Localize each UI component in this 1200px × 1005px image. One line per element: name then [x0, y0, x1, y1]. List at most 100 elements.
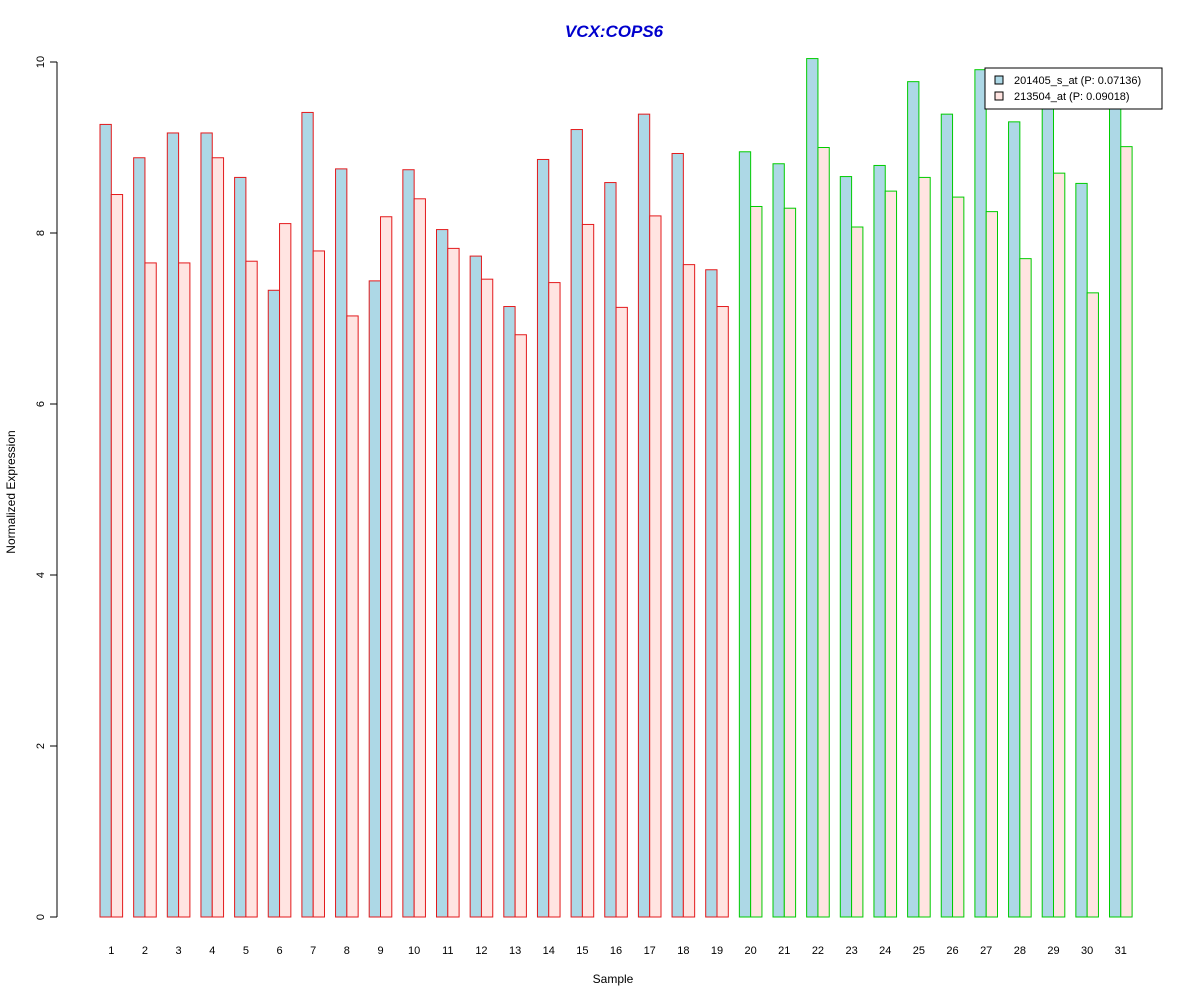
- bar-sample-8-series-2: [346, 315, 359, 918]
- legend-label-series-1: 201405_s_at (P: 0.07136): [1014, 75, 1141, 87]
- bar-sample-25-series-2: [918, 176, 931, 918]
- x-tick-label: 15: [576, 945, 588, 957]
- bar-sample-28-series-1: [1008, 121, 1021, 918]
- x-tick-label: 31: [1115, 945, 1127, 957]
- bar-sample-11-series-1: [436, 229, 449, 918]
- bar-sample-1-series-2: [110, 194, 124, 918]
- x-tick-label: 5: [243, 945, 249, 957]
- x-tick-label: 18: [677, 945, 689, 957]
- bar-sample-22-series-2: [817, 147, 830, 918]
- x-tick-label: 20: [745, 945, 757, 957]
- x-tick-label: 4: [209, 945, 215, 957]
- bar-sample-26-series-1: [940, 113, 954, 918]
- chart-title: VCX:COPS6: [565, 22, 664, 41]
- x-tick-label: 8: [344, 945, 350, 957]
- bar-sample-27-series-2: [985, 211, 999, 918]
- x-tick-label: 3: [176, 945, 182, 957]
- bar-sample-17-series-1: [637, 113, 651, 918]
- legend-box: [984, 67, 1163, 110]
- x-tick-label: 16: [610, 945, 622, 957]
- x-tick-label: 29: [1047, 945, 1059, 957]
- bar-sample-9-series-1: [368, 280, 382, 918]
- x-tick-label: 19: [711, 945, 723, 957]
- bar-sample-18-series-2: [682, 264, 696, 918]
- legend-label-series-2: 213504_at (P: 0.09018): [1014, 91, 1130, 103]
- x-tick-label: 6: [276, 945, 282, 957]
- bar-sample-11-series-2: [447, 247, 460, 918]
- bar-sample-27-series-1: [974, 69, 987, 918]
- x-tick-label: 1: [108, 945, 114, 957]
- x-tick-label: 28: [1014, 945, 1026, 957]
- y-axis-label: Normalized Expression: [4, 430, 18, 553]
- bar-sample-2-series-2: [144, 262, 157, 918]
- bar-sample-13-series-1: [503, 306, 516, 918]
- bar-sample-31-series-1: [1109, 93, 1122, 918]
- x-tick-label: 11: [442, 945, 453, 957]
- bar-sample-31-series-2: [1120, 146, 1133, 918]
- x-tick-label: 27: [980, 945, 992, 957]
- y-tick-label: 0: [35, 914, 47, 920]
- bar-sample-3-series-1: [166, 132, 180, 918]
- bar-sample-3-series-2: [178, 262, 191, 918]
- bar-sample-23-series-1: [839, 176, 853, 918]
- x-tick-label: 22: [812, 945, 824, 957]
- y-tick-label: 6: [35, 401, 47, 407]
- bar-sample-16-series-2: [615, 306, 628, 918]
- y-tick-label: 2: [35, 743, 47, 749]
- bar-sample-16-series-1: [604, 182, 617, 918]
- legend-swatch-series-2: [994, 91, 1004, 101]
- x-tick-label: 10: [408, 945, 420, 957]
- bar-sample-21-series-2: [783, 207, 797, 918]
- x-tick-label: 21: [778, 945, 790, 957]
- bar-sample-8-series-1: [335, 168, 348, 918]
- bar-sample-26-series-2: [952, 196, 965, 918]
- bar-sample-4-series-1: [200, 132, 213, 918]
- x-tick-label: 9: [377, 945, 383, 957]
- bar-sample-7-series-2: [312, 250, 326, 918]
- bar-sample-12-series-2: [480, 278, 494, 918]
- x-tick-label: 12: [475, 945, 487, 957]
- x-tick-label: 13: [509, 945, 521, 957]
- bar-sample-10-series-1: [402, 169, 415, 918]
- bar-sample-29-series-1: [1041, 97, 1054, 918]
- bar-sample-19-series-2: [716, 306, 729, 918]
- x-tick-label: 14: [543, 945, 555, 957]
- bar-sample-4-series-2: [211, 157, 225, 918]
- bar-sample-2-series-1: [133, 157, 146, 918]
- bar-sample-15-series-2: [581, 223, 595, 918]
- x-tick-label: 23: [845, 945, 857, 957]
- bar-sample-7-series-1: [301, 111, 314, 918]
- legend: 201405_s_at (P: 0.07136) 213504_at (P: 0…: [984, 67, 1163, 110]
- bar-sample-5-series-2: [245, 260, 258, 918]
- bar-sample-28-series-2: [1019, 258, 1032, 918]
- bar-sample-18-series-1: [671, 152, 684, 918]
- bar-sample-20-series-2: [750, 205, 763, 918]
- x-tick-label: 7: [310, 945, 316, 957]
- x-tick-label: 17: [644, 945, 656, 957]
- bar-sample-19-series-1: [705, 269, 718, 918]
- bar-sample-30-series-2: [1086, 292, 1099, 918]
- x-tick-label: 2: [142, 945, 148, 957]
- x-tick-label: 30: [1081, 945, 1093, 957]
- y-tick-label: 8: [35, 230, 47, 236]
- bar-sample-20-series-1: [738, 151, 752, 918]
- bar-sample-14-series-1: [536, 158, 550, 918]
- bar-sample-17-series-2: [649, 215, 662, 918]
- bar-sample-14-series-2: [548, 282, 561, 918]
- x-tick-label: 24: [879, 945, 891, 957]
- bar-sample-15-series-1: [570, 129, 583, 918]
- bar-sample-9-series-2: [380, 216, 393, 918]
- bar-sample-6-series-1: [267, 289, 281, 918]
- legend-swatch-series-1: [994, 75, 1004, 85]
- bar-sample-24-series-1: [873, 164, 886, 918]
- bar-sample-21-series-1: [772, 163, 785, 918]
- x-tick-label: 26: [946, 945, 958, 957]
- y-tick-label: 10: [35, 56, 47, 68]
- bar-sample-23-series-2: [851, 226, 864, 918]
- bar-sample-30-series-1: [1075, 182, 1088, 918]
- bar-sample-12-series-1: [469, 255, 482, 918]
- bar-sample-6-series-2: [279, 223, 292, 918]
- bar-sample-25-series-1: [907, 81, 920, 918]
- bar-sample-13-series-2: [514, 334, 527, 918]
